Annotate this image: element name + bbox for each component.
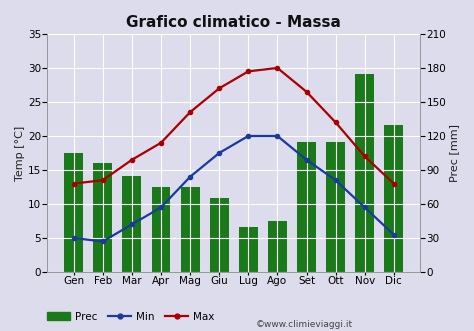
Bar [384,125,403,272]
Max [187,110,193,114]
Min [187,175,193,179]
Min [100,239,106,243]
Max [216,86,222,90]
Max [158,141,164,145]
Min [216,151,222,155]
Min [274,134,280,138]
Max [304,90,310,94]
Y-axis label: Temp [°C]: Temp [°C] [15,125,25,181]
Min [304,158,310,162]
Max [71,182,76,186]
Bar [355,73,374,272]
Max [129,158,135,162]
Min [129,222,135,226]
Bar [268,221,287,272]
Max [391,182,397,186]
Y-axis label: Prec [mm]: Prec [mm] [449,124,459,182]
Max [246,70,251,73]
Min [362,206,367,210]
Min [333,178,338,182]
Min [158,206,164,210]
Max [362,154,367,158]
Min [246,134,251,138]
Bar [64,153,83,272]
Max [333,120,338,124]
Bar [239,227,258,272]
Line: Min: Min [72,134,396,244]
Bar [152,187,171,272]
Bar [326,142,345,272]
Min [71,236,76,240]
Bar [297,142,316,272]
Bar [122,176,141,272]
Max [100,178,106,182]
Text: ©www.climieviaggi.it: ©www.climieviaggi.it [256,320,353,329]
Line: Max: Max [72,66,396,186]
Bar [181,187,200,272]
Bar [93,163,112,272]
Legend: Prec, Min, Max: Prec, Min, Max [43,307,219,326]
Title: Grafico climatico - Massa: Grafico climatico - Massa [126,15,341,30]
Min [391,233,397,237]
Bar [210,198,228,272]
Max [274,66,280,70]
